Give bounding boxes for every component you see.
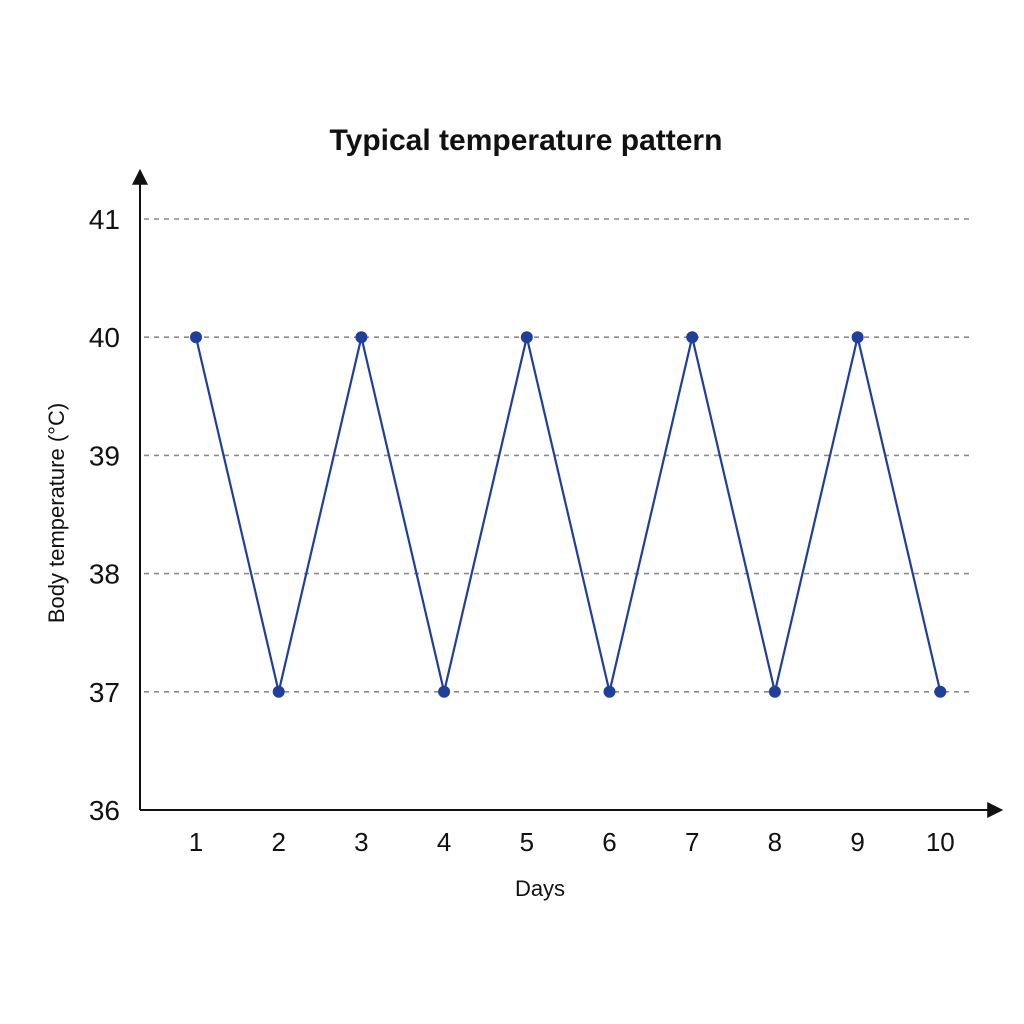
- series-group: [190, 331, 947, 698]
- x-tick-label: 8: [768, 827, 782, 857]
- data-point: [768, 685, 781, 698]
- x-tick-label: 3: [354, 827, 368, 857]
- data-point: [190, 331, 202, 344]
- y-tick-labels: 36 37 38 39 40 41: [89, 204, 120, 826]
- data-point: [520, 331, 533, 344]
- data-point: [272, 685, 285, 698]
- x-tick-label: 4: [437, 827, 451, 857]
- data-point: [934, 685, 947, 698]
- x-tick-label: 5: [520, 827, 534, 857]
- x-tick-label: 7: [685, 827, 699, 857]
- x-tick-label: 1: [189, 827, 203, 857]
- data-point: [851, 331, 864, 344]
- data-point: [686, 331, 699, 344]
- y-tick-label: 41: [89, 204, 120, 235]
- y-axis-label: Body temperature (°C): [44, 403, 69, 623]
- x-tick-labels: 1 2 3 4 5 6 7 8 9 10: [189, 827, 955, 857]
- y-tick-label: 37: [89, 677, 120, 708]
- x-tick-label: 10: [926, 827, 955, 857]
- data-point: [438, 685, 451, 698]
- y-tick-label: 36: [89, 795, 120, 826]
- y-tick-label: 40: [89, 322, 120, 353]
- data-point: [355, 331, 368, 344]
- x-tick-label: 9: [850, 827, 864, 857]
- gridlines: [144, 218, 972, 693]
- series-line: [194, 336, 942, 693]
- x-tick-label: 2: [271, 827, 285, 857]
- data-point: [603, 685, 616, 698]
- y-tick-label: 39: [89, 440, 120, 471]
- x-tick-label: 6: [602, 827, 616, 857]
- chart-title: Typical temperature pattern: [330, 124, 723, 157]
- y-tick-label: 38: [89, 559, 120, 590]
- x-axis-label: Days: [515, 876, 565, 901]
